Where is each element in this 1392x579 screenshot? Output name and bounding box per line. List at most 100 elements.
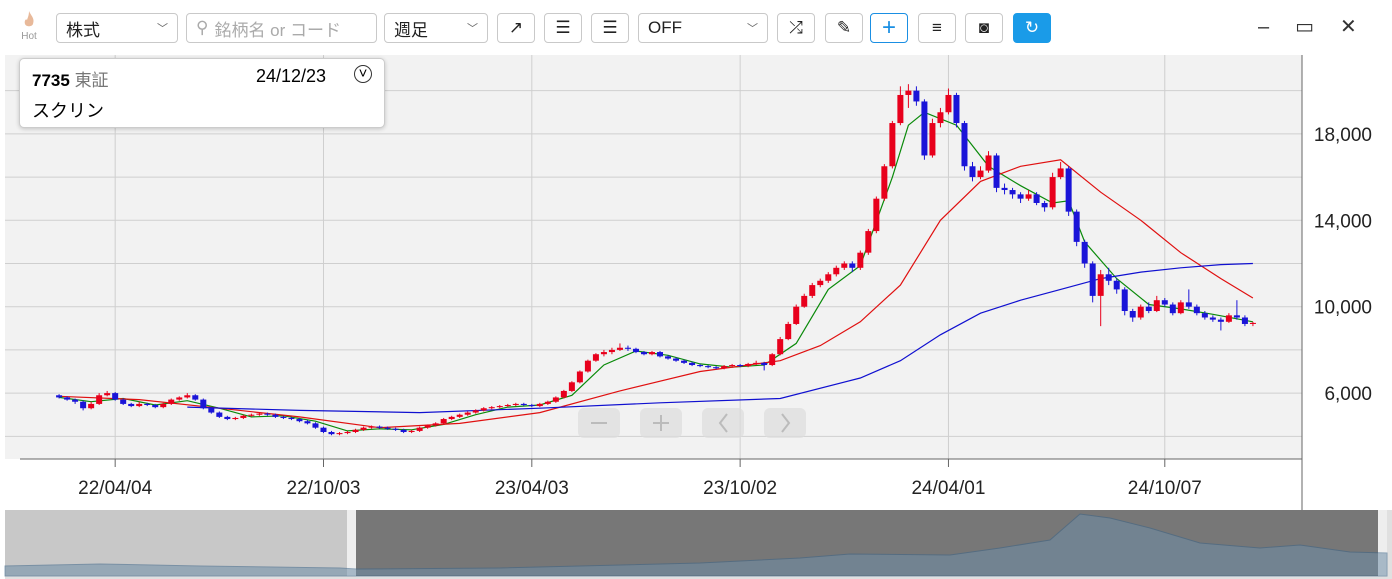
candle-body <box>240 415 247 418</box>
y-tick-label: 6,000 <box>1324 384 1372 405</box>
candle-body <box>72 399 79 402</box>
trendline-button[interactable]: ↗ <box>497 13 535 43</box>
candle-body <box>1153 300 1160 312</box>
candle-body <box>929 123 936 156</box>
candle-body <box>977 170 984 178</box>
candle-body <box>624 347 631 349</box>
candle-body <box>681 360 688 363</box>
draw-button[interactable]: ✎ <box>825 13 863 43</box>
candle-body <box>120 399 127 404</box>
candle-body <box>1025 194 1032 199</box>
candle-body <box>1177 302 1184 314</box>
overlay-text: OFF <box>648 18 682 37</box>
align-left-button[interactable]: ☰ <box>544 13 582 43</box>
candle-body <box>376 426 383 428</box>
caret: ﹀ <box>157 23 168 35</box>
camera-button[interactable]: ◙ <box>965 13 1003 43</box>
x-tick-label: 22/04/04 <box>78 478 152 499</box>
candle-body <box>969 166 976 178</box>
shuffle-button[interactable]: ⤮ <box>777 13 815 43</box>
candle-body <box>1241 317 1248 324</box>
candle-body <box>296 419 303 422</box>
candle-body <box>608 349 615 353</box>
hot-label: Hot <box>21 31 37 42</box>
info-expand[interactable]: ˅ <box>354 65 372 83</box>
candle-body <box>1001 187 1008 191</box>
candle-body <box>152 404 159 408</box>
info-code: 7735 <box>32 71 70 90</box>
candle-body <box>144 403 151 405</box>
candle-body <box>496 406 503 408</box>
candle-body <box>408 430 415 432</box>
candle-body <box>665 356 672 359</box>
candle-body <box>1049 177 1056 208</box>
crosshair-button[interactable]: + <box>870 13 908 43</box>
candle-body <box>336 433 343 435</box>
candle-body <box>1009 190 1016 195</box>
candle-body <box>248 414 255 416</box>
candle-body <box>168 399 175 404</box>
candle-body <box>416 427 423 431</box>
candle-body <box>729 365 736 367</box>
candle-body <box>472 410 479 413</box>
candle-body <box>312 423 319 428</box>
moving-average <box>59 111 1254 432</box>
candle-body <box>288 417 295 420</box>
candle-body <box>464 412 471 415</box>
x-tick-label: 22/10/03 <box>287 478 361 499</box>
candle-body <box>576 371 583 383</box>
info-header: 7735 東証 <box>32 66 109 91</box>
candle-body <box>272 414 279 417</box>
candle-body <box>344 431 351 434</box>
candle-body <box>993 155 1000 188</box>
candle-body <box>104 393 111 396</box>
candle-body <box>953 94 960 124</box>
candle-body <box>192 395 199 400</box>
candle-body <box>1137 306 1144 318</box>
candle-body <box>216 412 223 417</box>
y-tick-label: 18,000 <box>1314 125 1372 146</box>
candle-body <box>632 348 639 353</box>
candle-body <box>432 423 439 426</box>
candle-body <box>488 407 495 409</box>
candle-body <box>1201 313 1208 318</box>
candle-body <box>1073 211 1080 242</box>
refresh-button[interactable]: ↻ <box>1013 13 1051 43</box>
x-tick-label: 23/10/02 <box>703 478 777 499</box>
candle-body <box>592 354 599 361</box>
candle-body <box>697 365 704 367</box>
candle-body <box>1041 202 1048 208</box>
candle-body <box>1249 322 1256 324</box>
info-name: スクリン <box>32 101 104 121</box>
candle-body <box>809 285 816 296</box>
market-select[interactable]: 株式 ﹀ <box>56 13 178 43</box>
candle-body <box>64 397 71 400</box>
candle-body <box>865 231 872 253</box>
candle-body <box>785 323 792 340</box>
settings-button[interactable]: ≡ <box>918 13 956 43</box>
candle-body <box>256 413 263 415</box>
search-input[interactable]: ⚲ 銘柄名 or コード <box>186 13 377 43</box>
candle-body <box>1105 274 1112 281</box>
hot-button[interactable]: Hot <box>18 10 40 42</box>
candle-body <box>80 401 87 409</box>
info-date: 24/12/23 <box>256 66 327 86</box>
period-select[interactable]: 週足 ﹀ <box>384 13 488 43</box>
overlay-select[interactable]: OFF ﹀ <box>638 13 768 43</box>
candle-body <box>520 403 527 405</box>
candle-body <box>1185 302 1192 307</box>
market-text: 株式 <box>66 20 100 40</box>
window-controls[interactable]: –▭✕ <box>1258 16 1383 38</box>
candle-body <box>1089 263 1096 296</box>
candle-body <box>801 295 808 307</box>
candle-body <box>745 363 752 367</box>
nav-icons <box>591 413 791 433</box>
candle-body <box>584 360 591 372</box>
candle-body <box>208 408 215 413</box>
candle-body <box>825 274 832 281</box>
candle-body <box>777 339 784 355</box>
navigator-handle[interactable] <box>347 510 356 576</box>
align-right-button[interactable]: ☰ <box>591 13 629 43</box>
candle-body <box>761 362 768 366</box>
navigator-handle[interactable] <box>1378 510 1387 576</box>
